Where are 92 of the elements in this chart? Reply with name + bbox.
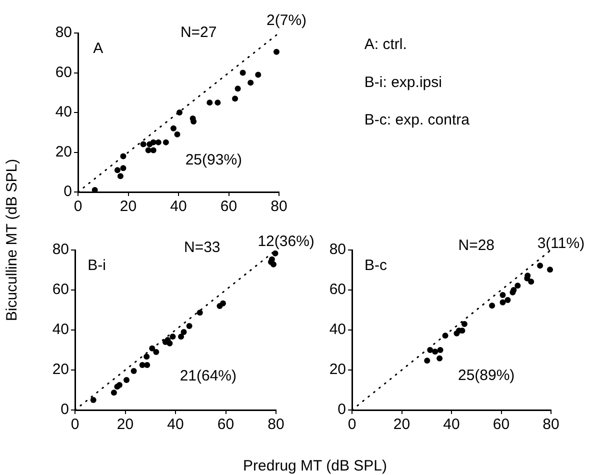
- point: [240, 70, 246, 76]
- annotation: N=28: [458, 237, 495, 254]
- x-tick-label: 80: [542, 416, 560, 434]
- y-tick-label: 0: [64, 183, 72, 200]
- point: [162, 139, 169, 146]
- point: [114, 167, 120, 174]
- point: [186, 323, 192, 329]
- point: [232, 96, 238, 102]
- point: [537, 262, 544, 269]
- point: [180, 329, 187, 335]
- y-tick-label: 40: [329, 321, 346, 338]
- text: B-c: exp. contra: [364, 112, 470, 129]
- point: [220, 300, 226, 306]
- point: [255, 72, 262, 78]
- point: [500, 292, 506, 298]
- annotation: 3(11%): [537, 235, 585, 252]
- x-tick-label: 40: [170, 198, 187, 216]
- annotation: 12(36%): [258, 233, 314, 250]
- point: [461, 321, 468, 327]
- point: [248, 80, 254, 86]
- point: [90, 397, 96, 403]
- annotation: N=27: [180, 24, 217, 42]
- point: [110, 390, 117, 396]
- y-tick-label: 60: [329, 281, 346, 298]
- point: [117, 173, 124, 180]
- x-tick-label: 40: [443, 416, 460, 434]
- annotation: N=33: [184, 239, 220, 256]
- point: [144, 362, 150, 368]
- point: [130, 368, 137, 374]
- point: [504, 297, 511, 303]
- annotation: A: [93, 40, 104, 58]
- text: A: ctrl.: [364, 36, 407, 54]
- point: [272, 250, 278, 256]
- x-tick-label: 20: [393, 416, 410, 434]
- point: [155, 139, 162, 146]
- text: 2(7%): [266, 12, 307, 30]
- point: [170, 125, 176, 132]
- y-tick-label: 80: [52, 241, 69, 258]
- point: [214, 100, 221, 106]
- x-tick-label: 40: [167, 416, 184, 434]
- point: [432, 348, 438, 355]
- point: [120, 165, 126, 172]
- x-tick-label: 60: [220, 198, 238, 216]
- y-tick-label: 40: [55, 104, 72, 121]
- y-tick-label: 60: [55, 64, 72, 81]
- y-tick-label: 80: [329, 241, 346, 258]
- annotation: B-c: [364, 257, 388, 274]
- y-tick-label: 60: [52, 281, 69, 298]
- point: [206, 100, 213, 106]
- x-tick-label: 60: [217, 416, 234, 434]
- x-tick-label: 60: [492, 416, 510, 434]
- point: [500, 299, 506, 306]
- point: [547, 266, 554, 273]
- annotation: 25(93%): [185, 151, 242, 168]
- y-axis-title: Bicuculline MT (dB SPL): [4, 158, 20, 322]
- point: [176, 110, 183, 116]
- y-tick-label: 20: [55, 143, 72, 160]
- x-axis-title: Predrug MT (dB SPL): [243, 458, 387, 474]
- y-tick-label: 80: [55, 24, 72, 42]
- x-tick-label: 20: [120, 198, 137, 216]
- annotation: 21(64%): [180, 368, 237, 385]
- point: [174, 131, 180, 138]
- point: [178, 334, 184, 340]
- point: [528, 278, 534, 285]
- point: [514, 282, 521, 289]
- point: [166, 340, 173, 346]
- point: [150, 147, 156, 154]
- point: [150, 139, 156, 146]
- point: [140, 141, 146, 148]
- point: [170, 334, 176, 340]
- text: B-i: exp.ipsi: [364, 74, 442, 91]
- x-tick-label: 80: [268, 416, 284, 434]
- y-tick-label: 20: [329, 361, 346, 378]
- point: [510, 287, 517, 293]
- point: [436, 355, 443, 362]
- point: [196, 310, 203, 316]
- point: [153, 349, 160, 355]
- y-tick-label: 0: [338, 401, 346, 418]
- x-tick-label: 80: [270, 198, 288, 216]
- x-tick-label: 20: [116, 416, 134, 434]
- point: [489, 302, 496, 309]
- point: [124, 377, 130, 383]
- point: [144, 354, 150, 360]
- point: [234, 86, 241, 92]
- y-tick-label: 0: [60, 401, 69, 418]
- annotation: 25(89%): [458, 367, 515, 384]
- y-tick-label: 20: [52, 361, 69, 378]
- point: [424, 358, 430, 364]
- annotation: B-i: [88, 257, 106, 274]
- point: [273, 48, 280, 55]
- point: [437, 347, 444, 353]
- y-tick-label: 40: [52, 321, 69, 338]
